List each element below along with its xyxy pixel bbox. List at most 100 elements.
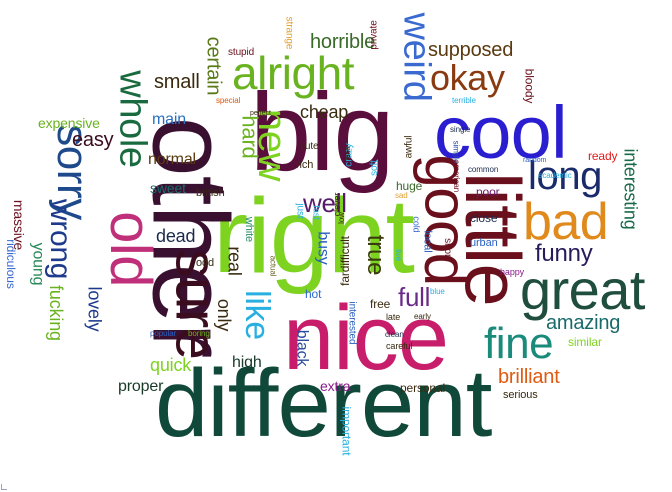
word: okay bbox=[430, 57, 505, 98]
word: just bbox=[294, 203, 306, 219]
word: ready bbox=[588, 149, 618, 163]
word: main bbox=[152, 111, 187, 128]
word: soft bbox=[368, 160, 380, 176]
word: old bbox=[97, 211, 163, 287]
word: sweet bbox=[150, 180, 186, 196]
word: stupid bbox=[228, 47, 255, 58]
word: private bbox=[368, 20, 380, 50]
word: well bbox=[303, 188, 347, 218]
word: great bbox=[520, 258, 645, 321]
word: perfect bbox=[250, 110, 271, 117]
word: long bbox=[528, 154, 603, 198]
word: only bbox=[214, 298, 235, 332]
word: popular bbox=[150, 329, 177, 338]
word: happy bbox=[500, 267, 525, 277]
word: single bbox=[450, 125, 471, 134]
word: similar bbox=[568, 335, 602, 349]
word: like bbox=[237, 290, 276, 340]
word: certain bbox=[202, 36, 225, 96]
word: whole bbox=[111, 70, 154, 168]
word: poor bbox=[476, 185, 500, 199]
word: clean bbox=[385, 330, 404, 339]
word: early bbox=[414, 312, 431, 321]
word: terrible bbox=[452, 96, 476, 105]
word: big bbox=[250, 71, 395, 194]
word: nice bbox=[283, 287, 449, 389]
word: fucking bbox=[45, 285, 66, 341]
word: ridiculous bbox=[3, 239, 18, 289]
word: extra bbox=[320, 378, 351, 394]
word: careful bbox=[386, 341, 413, 351]
word: easy bbox=[72, 129, 114, 151]
word: bloody bbox=[522, 68, 537, 104]
word: bad bbox=[523, 193, 609, 251]
word: simple bbox=[451, 140, 461, 164]
word: strange bbox=[283, 16, 295, 50]
word: close bbox=[470, 211, 498, 225]
word: normal bbox=[148, 151, 196, 168]
word: fast bbox=[311, 205, 322, 220]
word: proper bbox=[118, 378, 164, 395]
word: black bbox=[293, 329, 311, 367]
word: cold bbox=[411, 216, 422, 233]
word: cute bbox=[300, 141, 319, 152]
word: busy bbox=[314, 231, 332, 265]
word: free bbox=[370, 297, 391, 311]
word: expensive bbox=[38, 115, 100, 131]
word: real bbox=[224, 246, 245, 276]
word: serious bbox=[503, 389, 538, 401]
word: high bbox=[232, 354, 262, 371]
word: cheap bbox=[300, 102, 349, 122]
word: awful bbox=[403, 135, 415, 159]
word: urban bbox=[470, 237, 498, 249]
word: white bbox=[243, 216, 256, 243]
word: special bbox=[216, 96, 241, 105]
word: sad bbox=[395, 191, 408, 200]
word: important bbox=[339, 406, 354, 456]
word: fardifficult bbox=[337, 236, 352, 286]
word: dead bbox=[156, 226, 196, 246]
word: american bbox=[452, 159, 462, 193]
word: small bbox=[154, 71, 200, 93]
word: huge bbox=[396, 179, 423, 193]
word: common bbox=[468, 165, 499, 174]
word: amazing bbox=[546, 312, 621, 334]
word: mad bbox=[345, 146, 353, 161]
word: supposed bbox=[428, 39, 514, 61]
word: low bbox=[336, 212, 346, 224]
word: wrong bbox=[44, 198, 78, 280]
word: quick bbox=[150, 355, 192, 375]
word: good bbox=[412, 154, 480, 286]
word: british bbox=[196, 187, 225, 199]
word: personal bbox=[400, 381, 446, 395]
word: hot bbox=[305, 287, 322, 301]
word: horrible bbox=[310, 31, 376, 53]
word: boring bbox=[188, 329, 210, 338]
word: lovely bbox=[84, 286, 105, 332]
word: late bbox=[386, 312, 401, 322]
word: funny bbox=[535, 240, 593, 267]
word: odd bbox=[196, 257, 215, 269]
corner-marker bbox=[1, 484, 7, 490]
word: blue bbox=[430, 287, 445, 296]
word: brilliant bbox=[498, 366, 560, 388]
word: interesting bbox=[620, 148, 641, 230]
word: young bbox=[29, 242, 47, 286]
word: full bbox=[398, 282, 431, 312]
word: live bbox=[393, 249, 403, 261]
word: academic bbox=[538, 171, 572, 180]
word: rich bbox=[296, 159, 314, 171]
word: cool bbox=[434, 91, 568, 174]
word: different bbox=[155, 350, 492, 457]
word: local bbox=[421, 230, 434, 253]
word: actual bbox=[268, 255, 278, 277]
word: short bbox=[441, 238, 453, 260]
word: true bbox=[362, 234, 390, 276]
word: right bbox=[213, 177, 415, 295]
word: interested bbox=[346, 301, 358, 345]
word: hard bbox=[237, 115, 263, 159]
word: fine bbox=[484, 319, 554, 368]
word: alright bbox=[232, 47, 355, 99]
word: random bbox=[523, 157, 547, 164]
